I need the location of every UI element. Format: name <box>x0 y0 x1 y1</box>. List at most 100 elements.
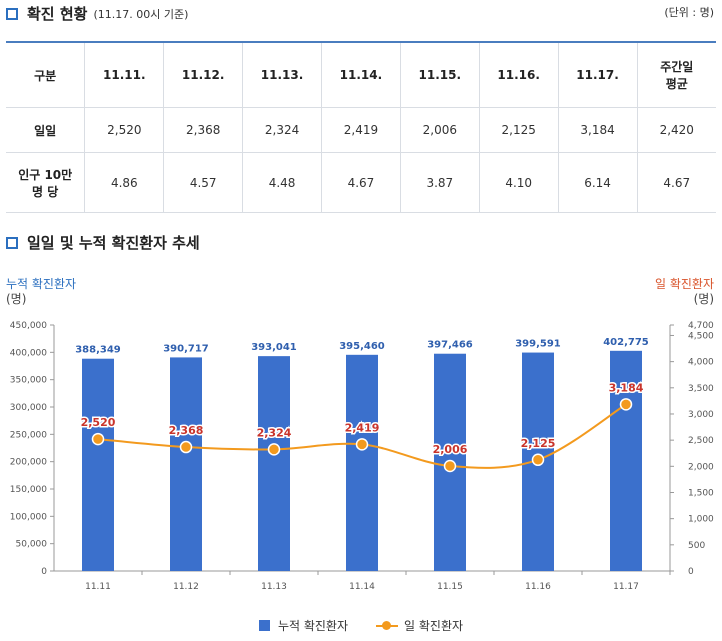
table-header-cell: 구분 <box>6 41 86 108</box>
table-row: 일일 2,520 2,368 2,324 2,419 2,006 2,125 3,184 2,4… <box>6 107 716 153</box>
line-data-label: 2,324 <box>257 426 292 439</box>
line-data-label: 2,006 <box>433 443 468 456</box>
table-cell: 2,125 <box>479 107 559 153</box>
y-tick-label-left: 100,000 <box>10 512 47 522</box>
y-tick-label-right: 4,700 <box>688 321 714 331</box>
line-point <box>267 443 281 456</box>
y-tick-label-left: 0 <box>41 567 47 577</box>
table-header-cell: 11.16. <box>479 41 559 108</box>
status-table: 구분 11.11. 11.12. 11.13. 11.14. 11.15. 11.16. 11… <box>6 41 716 213</box>
table-header-row: 구분 11.11. 11.12. 11.13. 11.14. 11.15. 11.16. 11… <box>6 41 716 108</box>
legend-line-label: 일 확진환자 <box>404 619 464 633</box>
table-cell: 3.87 <box>400 152 480 213</box>
bar-data-label: 390,717 <box>163 343 209 354</box>
legend-bar-label: 누적 확진환자 <box>277 619 349 633</box>
bar-data-label: 395,460 <box>339 341 385 352</box>
table-cell: 4.57 <box>163 152 244 213</box>
y-tick-label-right: 500 <box>688 541 705 551</box>
line-point <box>619 398 633 411</box>
legend-bar-swatch <box>258 620 270 631</box>
y-tick-label-right: 4,500 <box>688 331 714 341</box>
section-square-icon <box>6 236 18 249</box>
section-title: 확진 현황 <box>27 5 88 23</box>
bar <box>610 350 642 571</box>
table-row-label: 일일 <box>6 107 86 153</box>
table-header-cell: 주간일 평균 <box>637 41 716 108</box>
y-axis-title-right: 일 확진환자 (명) <box>655 277 714 307</box>
table-header-cell: 11.15. <box>400 41 480 108</box>
section-square-icon <box>6 7 18 20</box>
table-cell: 2,419 <box>321 107 401 153</box>
line-point <box>443 459 457 473</box>
table-cell: 2,368 <box>163 107 244 153</box>
y-tick-label-right: 3,500 <box>688 384 714 394</box>
bar <box>170 357 202 571</box>
table-cell: 2,420 <box>637 107 716 153</box>
table-header-cell: 11.11. <box>84 41 165 108</box>
legend-item-line: 일 확진환자 <box>376 617 463 634</box>
line-data-label: 2,368 <box>169 424 204 437</box>
bar <box>258 356 290 571</box>
y-tick-label-right: 4,000 <box>688 358 714 368</box>
y-tick-label-left: 150,000 <box>10 485 47 495</box>
table-cell: 2,520 <box>84 107 165 153</box>
line-data-label: 2,125 <box>521 437 556 450</box>
table-cell: 3,184 <box>558 107 638 153</box>
y-tick-label-left: 350,000 <box>10 376 47 386</box>
y-tick-label-left: 300,000 <box>10 403 47 413</box>
y-tick-label-right: 3,000 <box>688 410 714 420</box>
y-axis-title-right-text: 일 확진환자 <box>654 277 714 291</box>
legend-line-swatch <box>376 620 399 632</box>
y-axis-right-unit: (명) <box>693 292 714 306</box>
x-tick-label: 11.16 <box>525 582 551 592</box>
line-data-label: 2,520 <box>81 416 116 429</box>
y-tick-label-right: 1,500 <box>688 488 714 498</box>
line-point <box>355 438 369 451</box>
line-point <box>531 453 545 467</box>
table-cell: 6.14 <box>558 152 638 213</box>
bar <box>82 358 114 571</box>
table-cell: 4.10 <box>479 152 559 213</box>
table-row: 인구 10만 명 당 4.86 4.57 4.48 4.67 3.87 4.10 6.14 4.6… <box>6 152 716 213</box>
x-tick-label: 11.17 <box>613 582 639 592</box>
section-status-header: 확진 현황 (11.17. 00시 기준) <box>6 3 188 24</box>
y-tick-label-right: 2,500 <box>688 436 714 446</box>
y-axis-title-left: 누적 확진환자 (명) <box>6 277 76 307</box>
line-point <box>179 440 193 454</box>
bar-data-label: 402,775 <box>603 337 649 348</box>
table-cell: 4.86 <box>84 152 165 213</box>
section-subtitle: (11.17. 00시 기준) <box>93 7 189 21</box>
bar-data-label: 388,349 <box>75 345 121 356</box>
x-tick-label: 11.15 <box>437 582 463 592</box>
bar <box>346 354 378 571</box>
table-header-cell: 11.13. <box>242 41 322 108</box>
y-tick-label-left: 250,000 <box>10 430 47 440</box>
y-axis-left-unit: (명) <box>6 292 27 306</box>
y-tick-label-left: 450,000 <box>10 321 47 331</box>
table-row-label: 인구 10만 명 당 <box>6 152 86 213</box>
table-header-cell: 11.17. <box>558 41 638 108</box>
y-tick-label-right: 0 <box>688 567 694 577</box>
x-tick-label: 11.12 <box>173 582 199 592</box>
y-tick-label-right: 2,000 <box>688 462 714 472</box>
y-axis-title-left-text: 누적 확진환자 <box>6 277 77 291</box>
table-header-cell: 11.12. <box>163 41 244 108</box>
y-tick-label-left: 50,000 <box>16 540 48 550</box>
chart-legend: 누적 확진환자 일 확진환자 <box>0 617 722 634</box>
bar-data-label: 399,591 <box>515 339 561 350</box>
table-cell: 4.67 <box>637 152 716 213</box>
table-header-cell: 11.14. <box>321 41 401 108</box>
y-tick-label-left: 400,000 <box>10 348 47 358</box>
line-point <box>91 432 105 446</box>
table-cell: 4.48 <box>242 152 322 213</box>
y-tick-label-left: 200,000 <box>10 458 47 468</box>
section-title: 일일 및 누적 확진환자 추세 <box>27 234 200 252</box>
table-cell: 2,324 <box>242 107 322 153</box>
bar-data-label: 393,041 <box>251 342 297 353</box>
table-cell: 2,006 <box>400 107 480 153</box>
x-tick-label: 11.11 <box>85 582 111 592</box>
section-trend-header: 일일 및 누적 확진환자 추세 <box>6 232 200 253</box>
y-tick-label-right: 1,000 <box>688 515 714 525</box>
x-tick-label: 11.14 <box>349 582 375 592</box>
